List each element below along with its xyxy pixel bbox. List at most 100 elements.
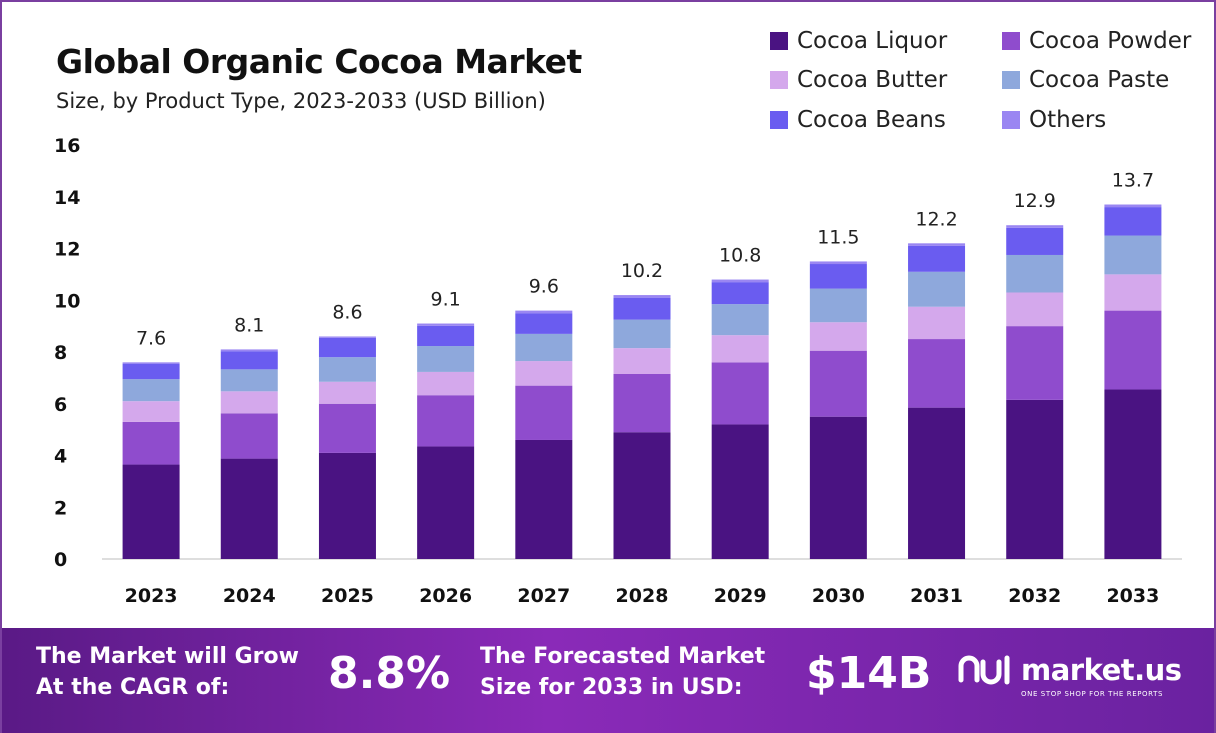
- y-tick-label-4: 4: [54, 446, 67, 468]
- total-label-2026: 9.1: [431, 289, 461, 311]
- x-tick-label-2033: 2033: [1106, 585, 1159, 607]
- total-label-2033: 13.7: [1112, 170, 1154, 192]
- bar-2028-cocoa-paste: [613, 319, 671, 349]
- bar-2026-others: [417, 323, 475, 326]
- bar-2032-others: [1006, 225, 1064, 228]
- legend-swatch-cocoa-powder: [1002, 32, 1020, 50]
- y-tick-label-8: 8: [54, 342, 67, 364]
- legend-label-cocoa-powder: Cocoa Powder: [1029, 28, 1192, 54]
- bar-2030-cocoa-powder: [809, 350, 867, 417]
- bar-2032-cocoa-powder: [1006, 326, 1064, 400]
- bar-2023-cocoa-liquor: [122, 464, 180, 559]
- legend-label-others: Others: [1029, 107, 1107, 133]
- bar-2033-cocoa-liquor: [1104, 389, 1162, 559]
- bar-2029-others: [711, 279, 769, 283]
- bar-2027-cocoa-powder: [515, 385, 573, 440]
- bar-2025-others: [318, 336, 376, 338]
- bar-2024-cocoa-beans: [220, 351, 278, 370]
- legend-label-cocoa-paste: Cocoa Paste: [1029, 67, 1170, 93]
- x-tick-label-2032: 2032: [1008, 585, 1061, 607]
- bar-2027-cocoa-liquor: [515, 439, 573, 559]
- bar-2024-cocoa-paste: [220, 369, 278, 392]
- x-tick-label-2031: 2031: [910, 585, 963, 607]
- bar-2033-cocoa-beans: [1104, 207, 1162, 236]
- bar-2026-cocoa-beans: [417, 325, 475, 347]
- total-label-2024: 8.1: [234, 314, 264, 336]
- bar-2026-cocoa-butter: [417, 371, 475, 396]
- forecast-label: The Forecasted Market Size for 2033 in U…: [480, 641, 765, 703]
- cagr-label-line1: The Market will Grow: [36, 644, 299, 669]
- brand-logo[interactable]: market.us ONE STOP SHOP FOR THE REPORTS: [957, 650, 1182, 698]
- bar-2031-cocoa-butter: [908, 306, 966, 340]
- cagr-label: The Market will Grow At the CAGR of:: [36, 641, 299, 703]
- bar-2030-cocoa-paste: [809, 288, 867, 323]
- total-label-2029: 10.8: [719, 245, 761, 267]
- bar-2032-cocoa-butter: [1006, 292, 1064, 327]
- bar-2030-cocoa-liquor: [809, 416, 867, 559]
- legend-item-cocoa-paste: Cocoa Paste: [1002, 67, 1169, 93]
- y-tick-label-12: 12: [54, 239, 80, 261]
- bar-2028-others: [613, 295, 671, 298]
- bar-2029-cocoa-beans: [711, 282, 769, 305]
- y-tick-label-14: 14: [54, 187, 80, 209]
- bar-2028-cocoa-butter: [613, 348, 671, 374]
- bar-2031-cocoa-paste: [908, 271, 966, 307]
- bar-2028-cocoa-beans: [613, 297, 671, 320]
- bar-2029-cocoa-paste: [711, 304, 769, 336]
- bar-2032-cocoa-beans: [1006, 227, 1064, 255]
- bar-2023-cocoa-butter: [122, 401, 180, 422]
- bar-2026-cocoa-paste: [417, 346, 475, 372]
- bar-2023-cocoa-beans: [122, 363, 180, 380]
- total-label-2028: 10.2: [621, 260, 663, 282]
- legend-label-cocoa-butter: Cocoa Butter: [797, 67, 948, 93]
- bar-2028-cocoa-liquor: [613, 432, 671, 559]
- legend-swatch-cocoa-beans: [770, 111, 788, 129]
- bar-2024-cocoa-butter: [220, 391, 278, 414]
- bar-2031-cocoa-beans: [908, 245, 966, 272]
- bar-2027-cocoa-beans: [515, 313, 573, 334]
- bar-2031-others: [908, 243, 966, 246]
- y-tick-label-0: 0: [54, 549, 67, 571]
- bar-2033-others: [1104, 204, 1162, 208]
- bar-2027-cocoa-paste: [515, 333, 573, 362]
- bar-2030-cocoa-butter: [809, 322, 867, 351]
- legend-swatch-cocoa-liquor: [770, 32, 788, 50]
- x-tick-label-2023: 2023: [125, 585, 178, 607]
- legend-swatch-cocoa-paste: [1002, 71, 1020, 89]
- bar-2029-cocoa-butter: [711, 335, 769, 363]
- forecast-label-line1: The Forecasted Market: [480, 644, 766, 669]
- x-tick-label-2028: 2028: [616, 585, 669, 607]
- bar-2025-cocoa-liquor: [318, 452, 376, 559]
- footer-banner: The Market will Grow At the CAGR of: 8.8…: [2, 628, 1214, 733]
- bar-2024-cocoa-powder: [220, 413, 278, 459]
- total-label-2025: 8.6: [332, 301, 362, 323]
- bar-2026-cocoa-powder: [417, 395, 475, 447]
- y-tick-label-2: 2: [54, 497, 67, 519]
- total-label-2023: 7.6: [136, 327, 166, 349]
- forecast-label-line2: Size for 2033 in USD:: [480, 675, 743, 700]
- bar-2031-cocoa-powder: [908, 339, 966, 408]
- bar-2023-cocoa-powder: [122, 421, 180, 465]
- legend-item-cocoa-butter: Cocoa Butter: [770, 67, 947, 93]
- bar-2029-cocoa-powder: [711, 362, 769, 425]
- x-tick-label-2024: 2024: [223, 585, 276, 607]
- cagr-label-line2: At the CAGR of:: [36, 675, 230, 700]
- total-label-2032: 12.9: [1014, 190, 1056, 212]
- bar-2032-cocoa-paste: [1006, 254, 1064, 293]
- total-label-2027: 9.6: [529, 276, 559, 298]
- bar-2033-cocoa-butter: [1104, 274, 1162, 311]
- bar-2033-cocoa-paste: [1104, 235, 1162, 275]
- x-tick-label-2030: 2030: [812, 585, 865, 607]
- bar-2024-others: [220, 349, 278, 352]
- total-label-2031: 12.2: [915, 208, 957, 230]
- bar-2029-cocoa-liquor: [711, 424, 769, 559]
- legend-item-others: Others: [1002, 107, 1106, 133]
- bar-2030-cocoa-beans: [809, 264, 867, 289]
- legend-item-cocoa-liquor: Cocoa Liquor: [770, 28, 947, 54]
- bar-2032-cocoa-liquor: [1006, 399, 1064, 559]
- forecast-value: $14B: [806, 648, 932, 699]
- stacked-bar-chart: 0 2 4 6 8 10 12 14 16 7.6 2023 8.1 2024 8.6 2025 9.1 202…: [54, 135, 1182, 607]
- x-tick-label-2025: 2025: [321, 585, 374, 607]
- bar-2033-cocoa-powder: [1104, 310, 1162, 390]
- bar-2023-cocoa-paste: [122, 379, 180, 402]
